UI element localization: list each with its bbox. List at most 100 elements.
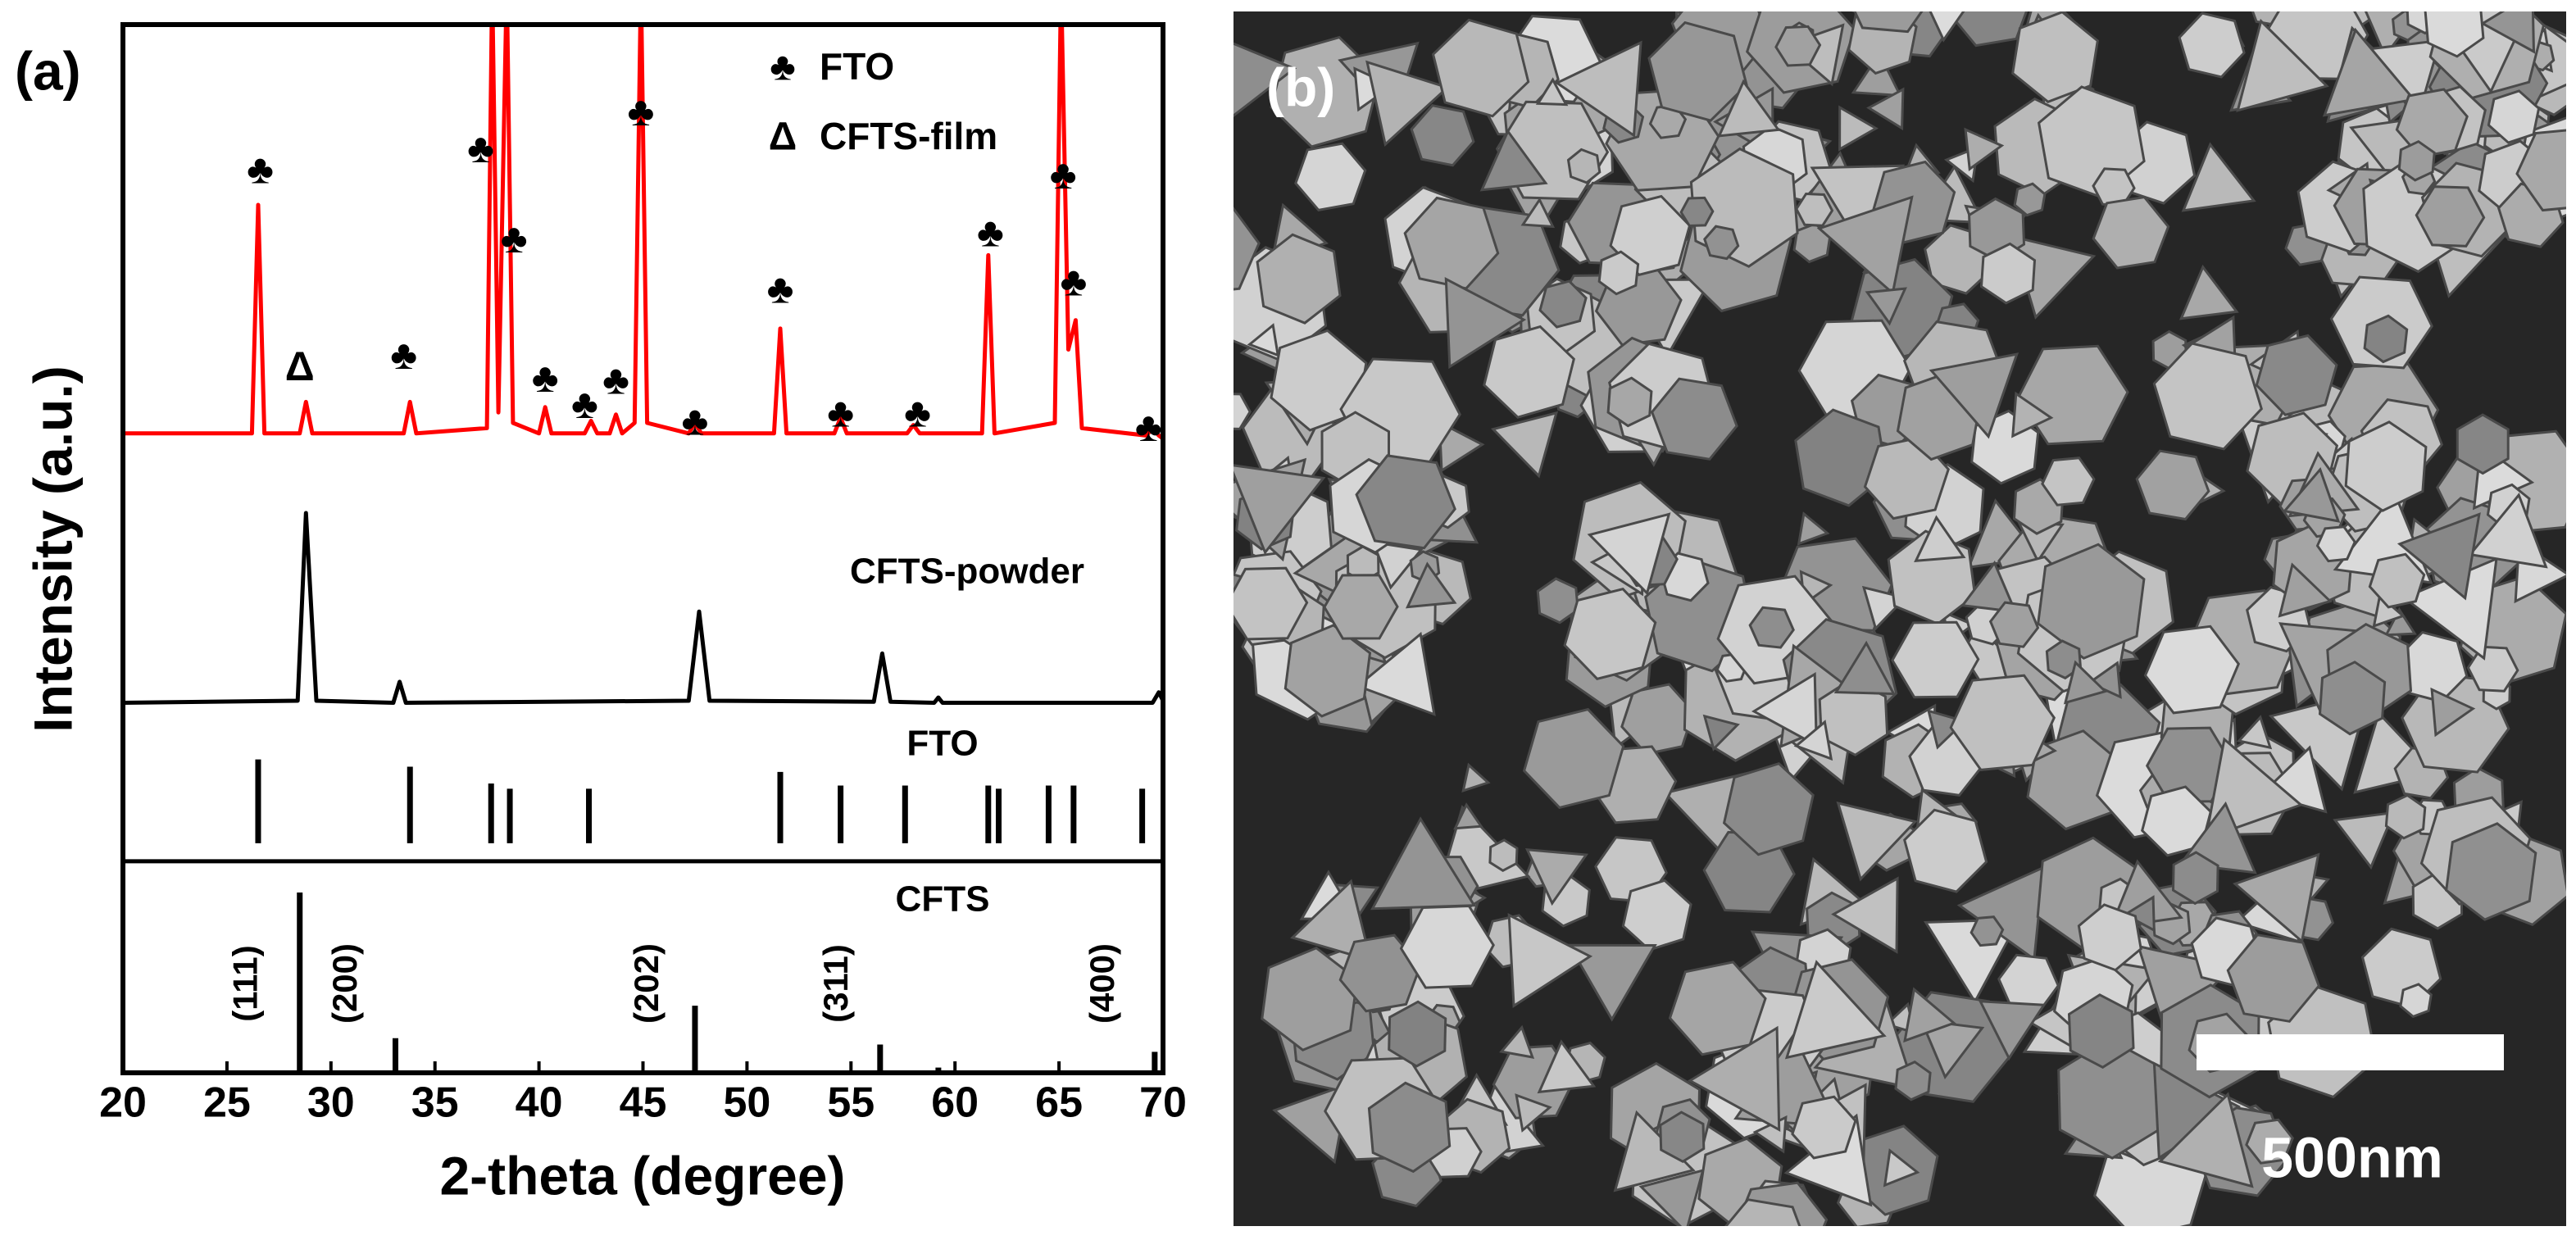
- peak-marker: ♣: [682, 398, 709, 444]
- particle: [1388, 1000, 1447, 1068]
- particle: [1774, 25, 1822, 67]
- x-tick-label: 20: [99, 1079, 147, 1127]
- particle: [1410, 104, 1475, 167]
- x-tick-label: 70: [1139, 1079, 1187, 1127]
- particle: [1461, 762, 1491, 793]
- hkl-label: (111): [225, 945, 264, 1021]
- particle: [2515, 129, 2566, 212]
- particle: [1538, 279, 1588, 329]
- plot-frame: [120, 22, 1165, 1075]
- particle: [2397, 139, 2436, 182]
- particle: [2178, 11, 2246, 79]
- particle: [1365, 60, 1450, 147]
- particle: [1647, 20, 1748, 122]
- peak-marker: ♣: [904, 389, 931, 435]
- hkl-label: (311): [816, 944, 855, 1023]
- particle: [1717, 79, 1781, 138]
- particle: [1294, 142, 1367, 212]
- particle: [1929, 11, 1965, 43]
- particle: [2233, 852, 2320, 944]
- particle: [1903, 987, 1956, 1043]
- particle: [1479, 129, 1548, 192]
- particle: [2245, 1118, 2295, 1165]
- panel-label: (a): [15, 40, 81, 101]
- particle: [2226, 933, 2321, 1023]
- particle: [1323, 574, 1399, 640]
- particle: [2395, 88, 2469, 158]
- particle: [2067, 993, 2135, 1070]
- particle: [1722, 762, 1815, 856]
- x-tick-label: 40: [516, 1079, 563, 1127]
- particle: [1883, 1148, 1920, 1188]
- peak-marker: ♣: [602, 357, 629, 403]
- legend-symbol: Δ: [769, 116, 797, 159]
- particle: [1929, 352, 2019, 439]
- particle: [2466, 645, 2519, 693]
- particle: [1609, 194, 1692, 276]
- particle: [2171, 851, 2219, 906]
- particle: [1960, 560, 2018, 614]
- x-tick-label: 65: [1035, 1079, 1083, 1127]
- particle: [2424, 11, 2485, 58]
- particle: [1233, 42, 1297, 117]
- sem-image: [1182, 11, 2566, 1226]
- particle: [1659, 1111, 1706, 1164]
- particle: [1554, 40, 1642, 138]
- particle: [2037, 543, 2146, 660]
- particle: [1431, 18, 1530, 118]
- particle: [1182, 146, 1227, 191]
- peak-marker: Δ: [285, 343, 315, 389]
- particle: [1748, 606, 1795, 649]
- peak-marker: ♣: [767, 266, 794, 311]
- particle: [1515, 1093, 1552, 1133]
- particle: [1233, 464, 1326, 555]
- particle: [1903, 808, 1988, 893]
- particle: [2399, 983, 2433, 1019]
- peak-marker: ♣: [467, 125, 494, 171]
- particle: [2456, 413, 2510, 475]
- particle: [1831, 876, 1899, 954]
- particle: [1703, 225, 1740, 261]
- particle: [1964, 127, 2005, 171]
- particle: [1865, 287, 1907, 326]
- particle: [1795, 192, 1834, 227]
- particle: [1791, 1095, 1857, 1160]
- particle: [1283, 624, 1372, 718]
- particle: [1537, 1039, 1597, 1094]
- particle: [1894, 1060, 1932, 1101]
- particle: [1567, 943, 1657, 1022]
- legend-label: CFTS-film: [820, 115, 997, 157]
- particle: [1524, 847, 1589, 906]
- series-label: CFTS: [896, 879, 990, 920]
- particle: [1851, 51, 1902, 98]
- particle: [2397, 512, 2481, 601]
- x-tick-label: 25: [203, 1079, 251, 1127]
- particle: [2333, 811, 2397, 870]
- particle: [1587, 512, 1671, 596]
- particle: [2011, 11, 2099, 104]
- particle: [1535, 77, 1569, 107]
- particle: [2315, 525, 2356, 563]
- series-line: [123, 25, 1163, 441]
- scale-bar: [2197, 1034, 2504, 1070]
- particle: [2122, 895, 2156, 933]
- particle: [2278, 562, 2333, 618]
- particle: [1483, 325, 1575, 419]
- particle: [1520, 197, 1556, 229]
- peak-marker: ♣: [827, 389, 854, 435]
- scale-bar-label: 500nm: [2261, 1125, 2443, 1189]
- particle: [1444, 276, 1527, 370]
- particle: [2013, 182, 2047, 217]
- particle: [1638, 1168, 1705, 1226]
- hkl-label: (202): [627, 943, 666, 1024]
- x-tick-label: 45: [620, 1079, 667, 1127]
- particle: [1507, 912, 1593, 1008]
- x-tick-label: 50: [723, 1079, 770, 1127]
- particle: [2255, 334, 2338, 416]
- particle: [1490, 411, 1559, 479]
- particle: [2363, 314, 2409, 364]
- particle: [1836, 801, 1918, 882]
- particle: [1978, 1000, 2047, 1061]
- particle: [2384, 793, 2427, 840]
- particle: [1853, 11, 1924, 34]
